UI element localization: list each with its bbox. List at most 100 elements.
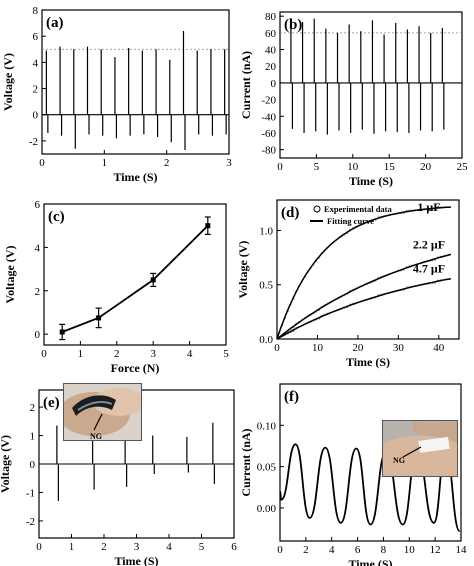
y-tick-label: 20 — [265, 61, 277, 73]
fitting-curve — [276, 206, 451, 340]
y-tick-label: -60 — [261, 128, 276, 140]
panel-label: (e) — [43, 395, 60, 411]
fitting-curve — [276, 253, 452, 340]
y-tick-label: 2 — [35, 286, 41, 298]
x-axis-label: Time (S) — [114, 554, 158, 566]
y-tick-label: 0 — [33, 110, 39, 122]
panel-label: (b) — [284, 17, 302, 33]
current-wave — [279, 443, 461, 532]
plot-frame — [279, 383, 462, 542]
x-tick-label: 2 — [101, 541, 107, 553]
chart-panel-3: 0 1 2 3 4 5 6 4 2 0 Force (N) Voltage (V) (c) — [3, 199, 229, 375]
x-tick-label: 40 — [433, 342, 445, 354]
panel-label: (a) — [46, 15, 64, 31]
x-tick-label: 0 — [41, 348, 47, 360]
x-tick-label: 0 — [36, 541, 42, 553]
chart-panel-5: 0 1 2 3 4 5 6 2 1 0 -1 -2 Time (S) Voltage (V) (e) — [0, 389, 237, 566]
x-tick-label: 5 — [199, 541, 205, 553]
x-tick-label: 5 — [223, 348, 229, 360]
panel-label: (c) — [48, 209, 65, 225]
y-axis-label: Voltage (V) — [0, 435, 12, 493]
y-tick-label: -1 — [26, 487, 35, 499]
chart-panel-4: 0 10 20 30 40 1.0 0.5 0.0 Time (S) Voltage (V) (d)… — [236, 199, 460, 369]
x-tick-label: 0 — [277, 161, 283, 173]
y-tick-label: -2 — [26, 516, 35, 528]
x-tick-label: 6 — [355, 544, 361, 556]
y-tick-label: 0.05 — [257, 462, 277, 474]
y-tick-label: 0.10 — [257, 420, 277, 432]
y-tick-label: -2 — [29, 136, 38, 148]
x-tick-label: 3 — [134, 541, 140, 553]
fitting-curve — [276, 277, 452, 340]
x-tick-label: 5 — [314, 161, 320, 173]
x-tick-label: 4 — [187, 348, 193, 360]
y-tick-label: 0 — [35, 329, 41, 341]
x-tick-label: 10 — [347, 161, 359, 173]
x-tick-label: 1 — [78, 348, 84, 360]
y-tick-label: 0.5 — [259, 280, 273, 292]
y-tick-label: 4 — [33, 57, 39, 69]
inset-label-ng-f: NG — [393, 456, 405, 465]
x-axis-label: Time (S) — [348, 557, 392, 566]
y-tick-label: 1 — [30, 431, 36, 443]
y-tick-label: 8 — [33, 5, 39, 17]
x-tick-label: 25 — [457, 161, 469, 173]
plot-frame — [43, 203, 227, 346]
x-tick-label: 3 — [150, 348, 156, 360]
x-axis-label: Time (S) — [349, 174, 393, 188]
x-tick-label: 10 — [312, 342, 324, 354]
x-tick-label: 30 — [393, 342, 405, 354]
y-tick-label: 80 — [265, 11, 277, 23]
y-axis-label: Voltage (V) — [1, 53, 15, 111]
x-tick-label: 0 — [277, 544, 283, 556]
y-tick-label: -40 — [261, 111, 276, 123]
x-axis-label: Time (S) — [113, 170, 157, 184]
plot-frame — [279, 11, 463, 159]
x-tick-label: 1 — [69, 541, 75, 553]
y-tick-label: 0.00 — [257, 503, 277, 515]
chart-panel-2: 0 5 10 15 20 25 80 40 0 -40 -80 60 20 -20 -60 Time (S) C… — [239, 11, 468, 188]
x-tick-label: 15 — [384, 161, 396, 173]
x-tick-label: 3 — [226, 157, 232, 169]
series-label: 1 μF — [417, 200, 440, 214]
y-tick-label: 0.0 — [259, 334, 273, 346]
y-tick-label: 40 — [265, 45, 277, 57]
data-point — [150, 277, 156, 283]
y-axis-label: Current (nA) — [239, 428, 253, 496]
y-tick-label: 60 — [265, 28, 277, 40]
legend-marker-circle — [313, 205, 321, 213]
y-tick-label: 4 — [35, 242, 41, 254]
x-tick-label: 0 — [274, 342, 280, 354]
panel-label: (d) — [281, 205, 299, 221]
inset-photo-finger — [63, 383, 142, 441]
data-point — [96, 315, 102, 321]
x-tick-label: 20 — [352, 342, 364, 354]
x-tick-label: 8 — [381, 544, 387, 556]
x-tick-label: 20 — [420, 161, 432, 173]
y-tick-label: 2 — [30, 402, 36, 414]
x-tick-label: 4 — [166, 541, 172, 553]
x-tick-label: 12 — [430, 544, 441, 556]
x-tick-label: 2 — [164, 157, 170, 169]
x-tick-label: 2 — [114, 348, 120, 360]
experimental-points — [278, 278, 451, 339]
panel-label: (f) — [284, 389, 299, 405]
series-label: 4.7 μF — [413, 262, 445, 276]
series-label: 2.2 μF — [413, 237, 445, 251]
x-tick-label: 1 — [102, 157, 108, 169]
y-axis-label: Current (nA) — [239, 51, 253, 119]
y-tick-label: 0 — [30, 459, 36, 471]
y-tick-label: -20 — [261, 95, 276, 107]
data-point — [205, 223, 211, 229]
legend-label: Experimental data — [324, 204, 393, 214]
x-tick-label: 4 — [329, 544, 335, 556]
data-point — [59, 329, 65, 335]
y-tick-label: -80 — [261, 145, 276, 157]
x-tick-label: 0 — [39, 157, 45, 169]
chart-panel-6: 0 2 4 6 8 10 12 14 0.10 0.05 0.00 Time (S) Current (… — [239, 383, 467, 566]
x-axis-label: Time (S) — [346, 355, 390, 369]
plot-frame — [41, 9, 230, 155]
y-axis-label: Voltage (V) — [236, 241, 250, 299]
x-axis-label: Force (N) — [111, 361, 160, 375]
